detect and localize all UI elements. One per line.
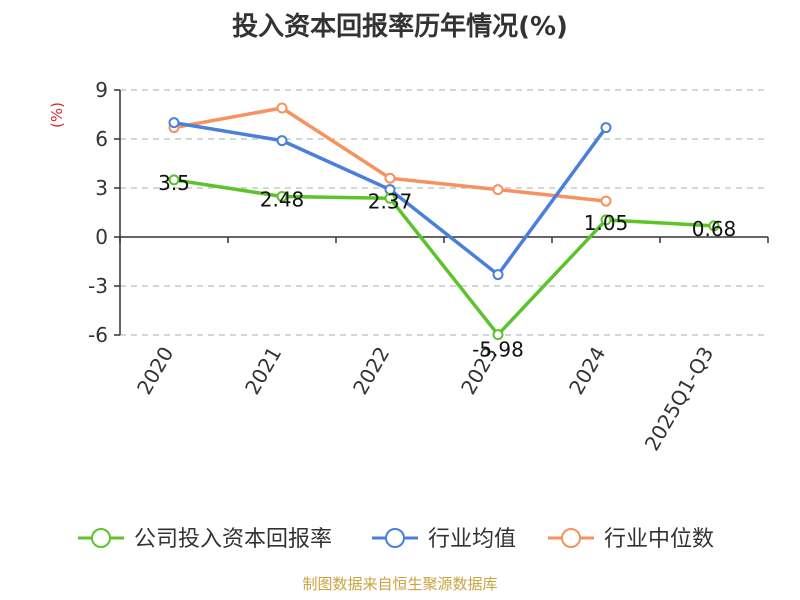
data-point [276,102,288,114]
data-point [276,135,288,147]
data-label: 2.37 [368,189,413,213]
legend-label: 行业均值 [428,527,516,552]
legend-marker [91,528,111,548]
x-tick-label: 2021 [240,343,286,399]
data-point [168,174,180,186]
y-tick-label: 9 [95,78,108,102]
data-point [492,329,504,341]
legend-label: 公司投入资本回报率 [134,527,332,552]
series-line-0 [173,178,715,337]
data-label: 0.68 [692,217,737,241]
y-tick-label: -6 [88,323,108,347]
data-label: -5.98 [472,338,524,362]
x-tick-label: 2020 [132,343,178,399]
data-point [384,172,396,184]
data-point [600,195,612,207]
x-tick-label: 2022 [348,343,394,399]
data-point [168,117,180,129]
data-point [708,220,720,232]
legend-marker [561,528,581,548]
data-label: 3.5 [158,171,190,195]
data-point [492,269,504,281]
legend-label: 行业中位数 [604,527,714,552]
data-point [600,122,612,134]
legend-marker [385,528,405,548]
data-point [600,214,612,226]
x-tick-label: 2024 [564,343,610,399]
chart-title: 投入资本回报率历年情况(%) [232,12,568,42]
y-tick-label: -3 [88,274,108,298]
y-tick-label: 3 [95,176,108,200]
data-point [384,192,396,204]
y-tick-label: 0 [95,225,108,249]
source-footer: 制图数据来自恒生聚源数据库 [302,575,498,593]
data-label: 2.48 [260,187,305,211]
data-point [492,184,504,196]
y-tick-label: 6 [95,127,108,151]
x-tick-label: 2025Q1-Q3 [640,343,719,455]
data-label: 1.05 [584,211,629,235]
data-point [276,190,288,202]
